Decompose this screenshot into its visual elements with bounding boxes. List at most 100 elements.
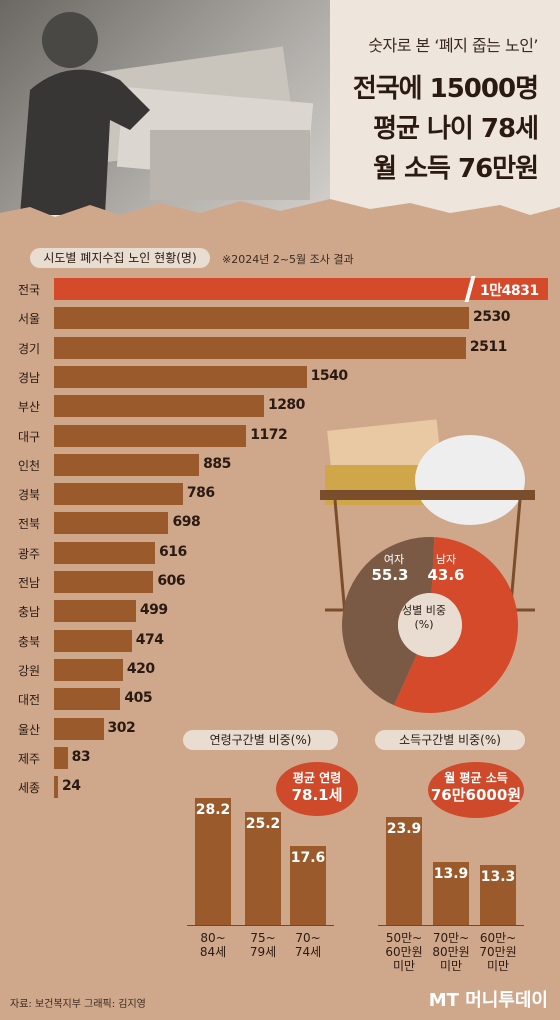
region-label: 전국 — [17, 283, 41, 297]
age-bar — [290, 845, 326, 925]
region-bar — [54, 424, 247, 447]
region-bar — [54, 688, 121, 711]
regional-note: ※2024년 2~5월 조사 결과 — [222, 253, 354, 266]
male-value: 43.6 — [427, 566, 465, 584]
region-bar — [54, 746, 68, 769]
age-bubble-label: 평균 연령 — [292, 771, 342, 785]
age-bubble: 평균 연령 78.1세 — [276, 762, 358, 816]
region-value: 1172 — [250, 426, 288, 443]
income-value: 13.3 — [480, 869, 516, 886]
region-value: 24 — [62, 778, 81, 795]
income-bar — [480, 865, 516, 925]
region-bar — [54, 629, 132, 652]
income-title: 소득구간별 비중(%) — [375, 730, 525, 750]
region-label: 인천 — [17, 458, 41, 473]
collector-illustration — [20, 12, 314, 215]
female-value: 55.3 — [371, 566, 409, 584]
region-bar — [54, 453, 200, 476]
publisher-logo: MT 머니투데이 — [428, 990, 548, 1011]
income-axis — [378, 925, 524, 926]
income-bubble: 월 평균 소득 76만6000원 — [428, 762, 524, 818]
age-title: 연령구간별 비중(%) — [183, 730, 338, 750]
age-axis — [187, 925, 334, 926]
male-slice — [342, 537, 435, 706]
income-category: 60만~ 70만원 미만 — [479, 931, 517, 973]
region-label: 울산 — [17, 722, 41, 737]
age-category: 70~ 74세 — [294, 931, 322, 959]
region-label: 전북 — [17, 517, 41, 532]
region-value: 606 — [157, 573, 186, 589]
region-value: 499 — [139, 602, 168, 619]
region-bar — [54, 307, 469, 330]
regional-title: 시도별 폐지수집 노인 현황(명) — [30, 248, 210, 268]
region-value: 616 — [159, 543, 187, 560]
headline-income: 월 소득 76만원 — [373, 154, 539, 184]
region-bar — [54, 541, 156, 564]
region-value: 2511 — [469, 338, 507, 355]
income-value: 13.9 — [433, 866, 469, 883]
income-value: 23.9 — [386, 821, 422, 838]
region-value: 885 — [203, 455, 231, 472]
region-bar — [54, 512, 169, 535]
income-bar — [386, 817, 422, 925]
income-category: 50만~ 60만원 미만 — [385, 931, 423, 973]
region-label: 경남 — [17, 370, 41, 385]
region-label: 경북 — [17, 488, 41, 503]
gender-title: 성별 비중(%) — [402, 604, 446, 631]
region-value: 405 — [124, 690, 153, 707]
headline-count: 전국에 15000명 — [352, 74, 539, 104]
age-value: 25.2 — [245, 815, 281, 832]
region-label: 경기 — [17, 341, 41, 356]
age-value: 17.6 — [290, 849, 326, 866]
region-bar — [54, 365, 307, 388]
region-label: 대전 — [17, 693, 41, 708]
female-slice — [393, 537, 518, 713]
region-label: 대구 — [17, 429, 41, 444]
age-bar — [245, 811, 281, 925]
region-bar — [54, 336, 466, 359]
torn-paper-edge — [0, 199, 560, 235]
region-bar — [54, 658, 123, 681]
region-bar — [54, 483, 183, 506]
region-label: 전남 — [17, 576, 41, 590]
region-bar — [54, 600, 136, 623]
region-bar — [54, 278, 548, 300]
age-bar — [195, 798, 231, 925]
income-bubble-label: 월 평균 소득 — [444, 771, 508, 785]
region-value: 474 — [135, 631, 164, 648]
region-value: 83 — [71, 748, 91, 765]
region-label: 충남 — [17, 605, 41, 620]
source-note: 자료: 보건복지부 그래픽: 김지영 — [10, 999, 146, 1010]
region-value: 302 — [107, 719, 136, 736]
region-label: 세종 — [17, 781, 41, 796]
region-bar — [54, 717, 104, 740]
header-panel: 숫자로 본 ‘폐지 줍는 노인’ 전국에 15000명 평균 나이 78세 월 … — [0, 0, 560, 225]
region-value: 420 — [126, 660, 155, 677]
header-photo — [0, 0, 330, 215]
region-label: 강원 — [17, 663, 41, 678]
income-category: 70만~ 80만원 미만 — [432, 931, 470, 973]
age-category: 80~ 84세 — [199, 931, 227, 959]
region-label: 제주 — [17, 751, 41, 766]
region-value: 2530 — [473, 309, 510, 326]
donut-center — [398, 593, 462, 657]
region-value: 786 — [186, 485, 215, 502]
age-value: 28.2 — [195, 802, 231, 819]
region-label: 서울 — [17, 312, 41, 327]
region-label: 부산 — [17, 400, 41, 415]
income-bar — [433, 862, 469, 925]
headline-age: 평균 나이 78세 — [373, 114, 539, 144]
header-subtitle: 숫자로 본 ‘폐지 줍는 노인’ — [368, 36, 538, 55]
region-bar — [54, 571, 154, 593]
region-label: 광주 — [17, 546, 41, 561]
gender-donut-chart — [342, 537, 518, 713]
region-value: 698 — [172, 514, 201, 531]
region-bar — [54, 395, 264, 418]
female-label: 여자 — [383, 553, 405, 566]
region-value: 1280 — [267, 397, 305, 414]
income-bubble-value: 76만6000원 — [430, 786, 522, 804]
region-bar — [54, 776, 58, 799]
male-label: 남자 — [435, 553, 457, 566]
region-value: 1540 — [310, 367, 348, 384]
region-label: 충북 — [17, 634, 41, 649]
